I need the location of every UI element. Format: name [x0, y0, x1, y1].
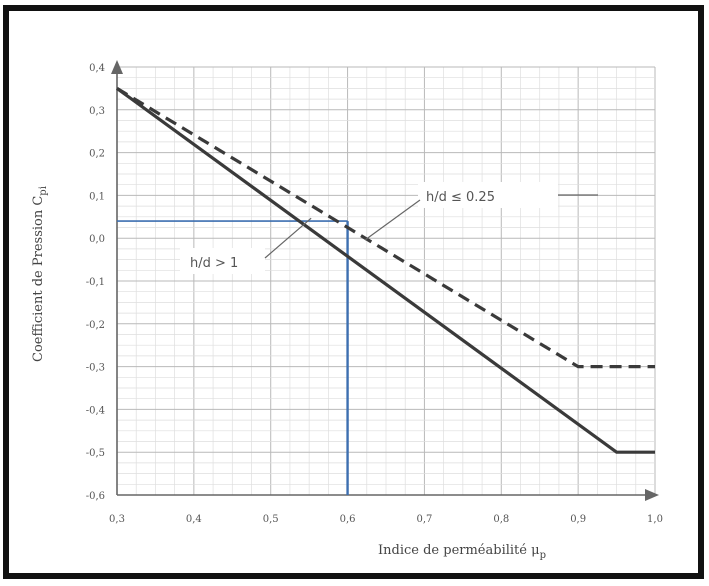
x-tick-label: 0,7 [416, 514, 432, 525]
grid [116, 66, 656, 496]
annotation-leader [264, 217, 312, 259]
series-line-2 [116, 87, 655, 369]
y-tick-labels: -0,6 -0,5 -0,4 -0,3 -0,2 -0,1 0,0 0,1 0,2 0,3 0,4 [86, 63, 105, 502]
y-tick-label: 0,4 [89, 63, 105, 74]
annotation-leader [364, 199, 421, 241]
reference-lines [117, 220, 349, 495]
x-tick-label: 1,0 [647, 514, 663, 525]
x-axis-title: Indice de perméabilité μp [378, 543, 546, 561]
x-tick-label: 0,8 [493, 514, 509, 525]
series-line-1 [116, 87, 655, 454]
y-tick-label: 0,3 [89, 106, 105, 117]
annotations: h/d > 1 h/d ≤ 0.25 [180, 182, 598, 274]
y-tick-label: -0,5 [86, 448, 105, 459]
annotation-label: h/d ≤ 0.25 [426, 190, 495, 205]
series-group [116, 87, 655, 454]
x-tick-label: 0,9 [570, 514, 586, 525]
y-tick-label: -0,2 [86, 320, 105, 331]
annotation-label: h/d > 1 [190, 256, 238, 271]
x-tick-label: 0,3 [109, 514, 125, 525]
x-tick-label: 0,6 [340, 514, 356, 525]
y-axis-arrow [111, 60, 123, 74]
y-axis-title: Coefficient de Pression Cpi [31, 186, 49, 362]
axes [111, 60, 659, 501]
annotation-box [418, 182, 558, 208]
y-tick-label: -0,6 [86, 491, 105, 502]
annotation-box [180, 248, 265, 274]
y-tick-label: -0,3 [86, 363, 105, 374]
y-tick-label: -0,1 [86, 277, 105, 288]
y-tick-label: 0,0 [89, 234, 105, 245]
x-axis-arrow [645, 489, 659, 501]
y-tick-label: 0,2 [89, 149, 105, 160]
x-tick-label: 0,4 [186, 514, 202, 525]
x-tick-labels: 0,3 0,4 0,5 0,6 0,7 0,8 0,9 1,0 [109, 514, 663, 525]
y-tick-label: 0,1 [89, 191, 105, 202]
x-tick-label: 0,5 [263, 514, 279, 525]
y-tick-label: -0,4 [86, 405, 105, 416]
